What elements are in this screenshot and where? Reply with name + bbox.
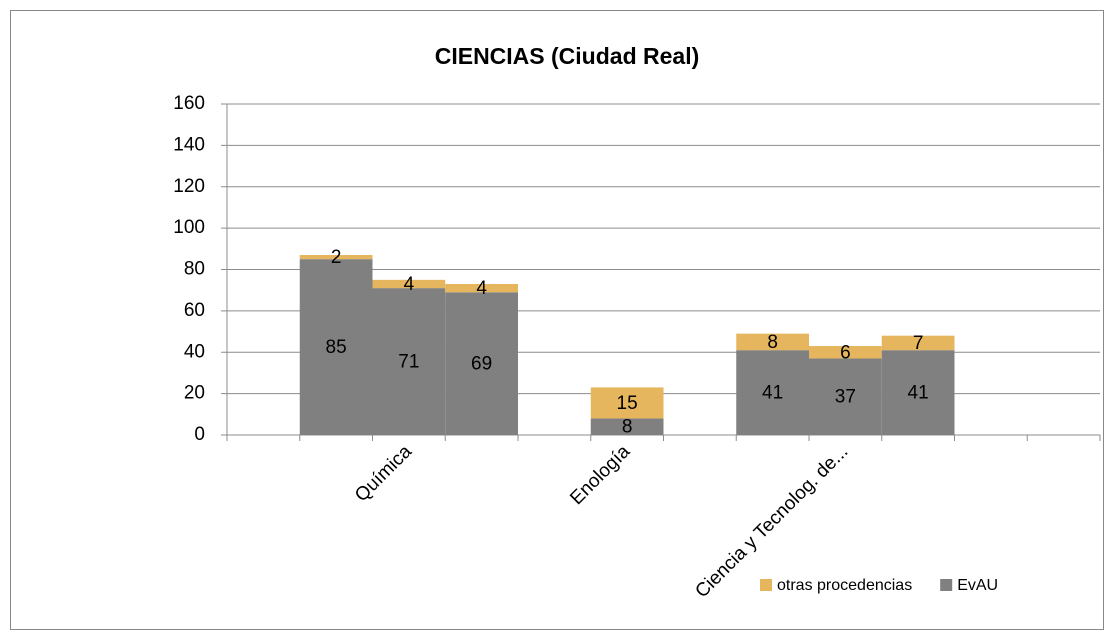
chart-border <box>10 10 1104 630</box>
y-tick-label: 120 <box>173 176 205 197</box>
bar-segment <box>299 255 373 260</box>
legend-label: otras procedencias <box>777 577 912 594</box>
bar-segment <box>736 350 809 435</box>
bar-segment <box>590 387 664 419</box>
data-label: 37 <box>835 387 856 408</box>
y-tick-label: 160 <box>173 93 205 114</box>
data-label: 7 <box>913 333 924 354</box>
y-tick-label: 80 <box>184 259 205 280</box>
data-label: 4 <box>404 274 415 295</box>
y-tick-label: 0 <box>194 424 205 445</box>
y-tick-label: 100 <box>173 217 205 238</box>
legend-label: EvAU <box>957 577 998 594</box>
data-label: 2 <box>331 247 342 268</box>
bar-segment <box>372 279 446 289</box>
bar-segment <box>445 283 518 293</box>
y-tick-label: 40 <box>184 341 205 362</box>
data-label: 41 <box>908 383 929 404</box>
data-label: 4 <box>476 278 487 299</box>
legend-swatch <box>940 579 953 591</box>
bar-segment <box>590 418 664 435</box>
bar-segment <box>881 350 955 435</box>
bar-segment <box>372 288 446 435</box>
y-tick-label: 140 <box>173 134 205 155</box>
y-tick-label: 60 <box>184 300 205 321</box>
data-label: 71 <box>398 352 419 373</box>
bar-segment <box>736 333 809 351</box>
data-label: 6 <box>840 342 851 363</box>
y-tick-label: 20 <box>184 383 205 404</box>
chart-title: CIENCIAS (Ciudad Real) <box>435 43 700 69</box>
data-label: 15 <box>617 393 638 414</box>
data-label: 85 <box>326 337 347 358</box>
legend-swatch <box>760 579 772 591</box>
bar-segment <box>809 346 882 359</box>
data-label: 8 <box>767 332 778 353</box>
bar-segment <box>881 335 955 351</box>
bar-segment <box>299 259 373 435</box>
bar-segment <box>809 358 882 435</box>
data-label: 69 <box>471 354 492 375</box>
bar-segment <box>445 292 518 435</box>
data-label: 8 <box>622 417 633 438</box>
data-label: 41 <box>762 383 783 404</box>
